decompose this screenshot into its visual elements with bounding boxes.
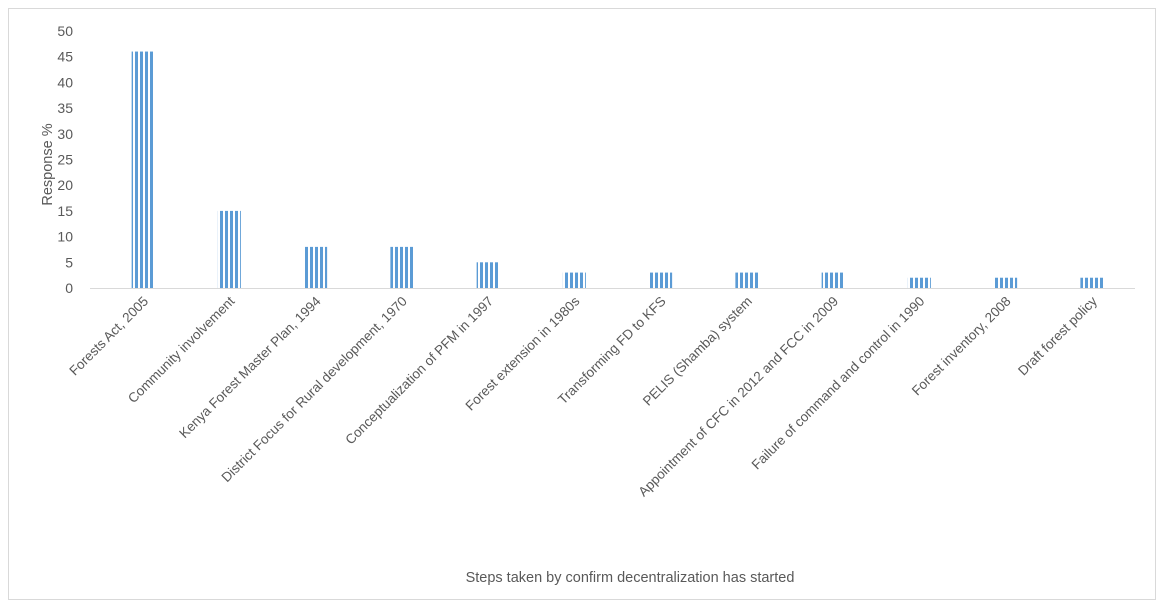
bar xyxy=(821,272,845,288)
bar xyxy=(390,246,414,288)
bar xyxy=(304,246,328,288)
bar xyxy=(994,277,1018,288)
x-category-label: Forest inventory, 2008 xyxy=(909,294,1014,399)
bar xyxy=(217,210,241,288)
y-tick-label: 35 xyxy=(57,100,73,116)
x-category-label: District Focus for Rural development, 19… xyxy=(218,294,410,486)
x-category-label: Forests Act, 2005 xyxy=(66,294,151,379)
y-tick-label: 20 xyxy=(57,177,73,193)
bar xyxy=(562,272,586,288)
y-tick-label: 45 xyxy=(57,49,73,65)
x-category-label: Conceptualization of PFM in 1997 xyxy=(342,294,496,448)
y-tick-label: 5 xyxy=(65,254,73,270)
bar xyxy=(907,277,931,288)
y-tick-label: 50 xyxy=(57,23,73,39)
x-category-label: Appointment of CFC in 2012 and FCC in 20… xyxy=(635,294,841,500)
y-tick-label: 15 xyxy=(57,203,73,219)
x-category-label: Draft forest policy xyxy=(1015,293,1100,378)
bar xyxy=(131,51,155,289)
bar xyxy=(735,272,759,288)
y-tick-label: 40 xyxy=(57,74,73,90)
y-tick-label: 30 xyxy=(57,126,73,142)
y-axis-title: Response % xyxy=(40,123,56,205)
y-tick-label: 0 xyxy=(65,280,73,296)
bar xyxy=(649,272,673,288)
y-axis-ticks: 0 5 10 15 20 25 30 35 40 45 50 xyxy=(57,23,73,296)
x-category-label: Kenya Forest Master Plan, 1994 xyxy=(176,293,324,441)
chart-frame xyxy=(8,8,1156,600)
bar xyxy=(1080,277,1104,288)
bars xyxy=(131,51,1104,289)
x-axis-title: Steps taken by confirm decentralization … xyxy=(466,570,795,586)
y-tick-label: 25 xyxy=(57,152,73,168)
y-tick-label: 10 xyxy=(57,229,73,245)
x-category-label: Failure of command and control in 1990 xyxy=(749,294,928,473)
bar xyxy=(476,262,500,288)
